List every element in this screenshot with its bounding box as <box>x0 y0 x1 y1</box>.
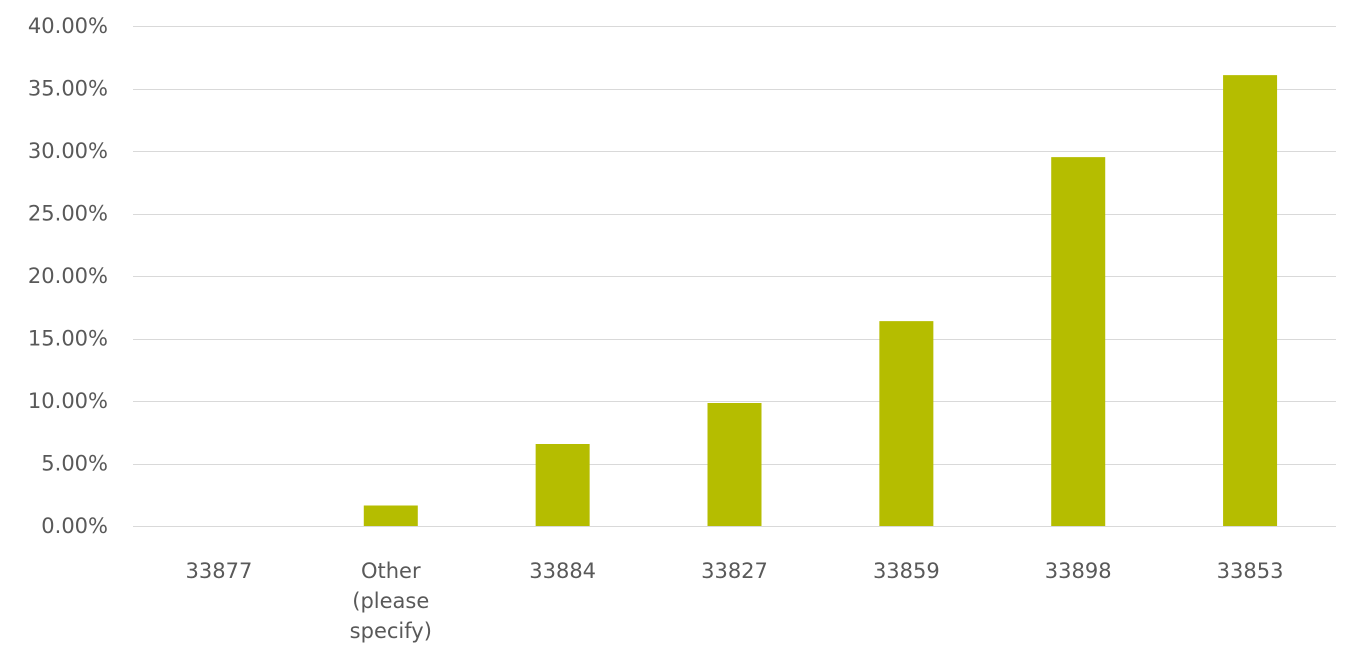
y-tick-label: 5.00% <box>41 452 108 476</box>
x-tick-label: 33859 <box>873 559 940 583</box>
x-tick-label-line: Other <box>361 559 421 583</box>
bar <box>879 321 934 526</box>
y-axis-tick-labels: 0.00% 5.00% 10.00% 15.00% 20.00% 25.00% 30.00%… <box>28 14 108 538</box>
x-tick-label-line: 33884 <box>529 559 596 583</box>
y-tick-label: 15.00% <box>28 327 108 351</box>
y-tick-label: 35.00% <box>28 77 108 101</box>
y-tick-label: 10.00% <box>28 389 108 413</box>
bar <box>535 444 590 526</box>
y-tick-label: 20.00% <box>28 264 108 288</box>
y-tick-label: 40.00% <box>28 14 108 38</box>
x-tick-label-line: (please <box>352 589 429 613</box>
x-axis-tick-labels: 33877 Other (please specify) 33884 33827 33859… <box>186 559 1284 643</box>
x-tick-label: 33884 <box>529 559 596 583</box>
x-tick-label: 33827 <box>701 559 768 583</box>
x-tick-label: Other (please specify) <box>350 559 432 643</box>
y-tick-label: 25.00% <box>28 202 108 226</box>
bar <box>363 505 418 526</box>
x-tick-label-line: 33853 <box>1217 559 1284 583</box>
bar <box>1051 157 1106 526</box>
x-tick-label: 33853 <box>1217 559 1284 583</box>
bars <box>363 75 1278 526</box>
y-tick-label: 30.00% <box>28 139 108 163</box>
x-tick-label: 33898 <box>1045 559 1112 583</box>
x-tick-label-line: 33859 <box>873 559 940 583</box>
gridlines <box>133 26 1336 527</box>
y-tick-label: 0.00% <box>41 514 108 538</box>
x-tick-label-line: 33877 <box>186 559 253 583</box>
x-tick-label: 33877 <box>186 559 253 583</box>
x-tick-label-line: 33827 <box>701 559 768 583</box>
x-tick-label-line: specify) <box>350 619 432 643</box>
x-tick-label-line: 33898 <box>1045 559 1112 583</box>
bar <box>707 403 762 526</box>
bar <box>1223 75 1278 526</box>
